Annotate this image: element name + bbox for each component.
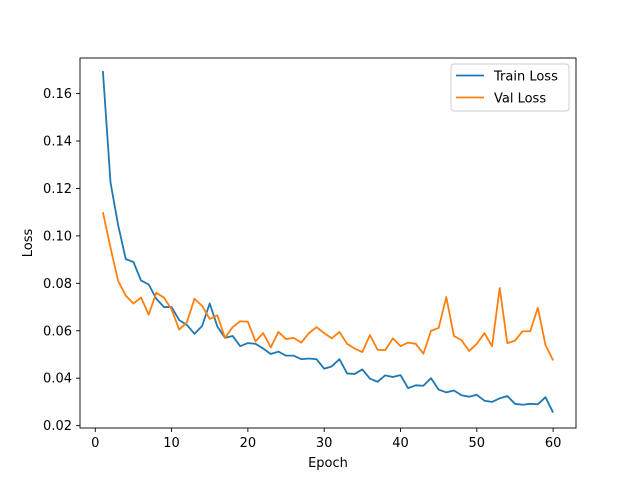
y-tick-label: 0.02 [43,419,72,434]
plot-area-frame [79,57,577,429]
x-tick-label: 10 [163,436,180,451]
y-tick-label: 0.10 [43,229,72,244]
x-tick-label: 30 [316,436,333,451]
series-line-val-loss [102,211,554,361]
legend: Train Loss Val Loss [450,63,570,112]
y-tick-label: 0.08 [43,277,72,292]
y-tick-label: 0.16 [43,87,72,102]
x-tick-label: 40 [392,436,409,451]
y-axis-label: Loss [21,229,36,258]
legend-label-val-loss: Val Loss [494,92,546,107]
series-lines [101,70,554,413]
y-tick-label: 0.06 [43,324,72,339]
series-line-train-loss [101,70,554,413]
x-axis-label: Epoch [308,456,348,471]
x-tick-label: 50 [469,436,486,451]
legend-label-train-loss: Train Loss [493,70,558,85]
x-tick-label: 60 [545,436,562,451]
x-tick-label: 20 [240,436,257,451]
x-tick-label: 0 [91,436,99,451]
axis-ticks: 0 10 20 30 40 50 60 0.02 0.04 0.06 0.08 0.10 0.12 0.1… [43,87,561,451]
y-tick-label: 0.04 [43,372,72,387]
y-tick-label: 0.14 [43,135,72,150]
y-tick-label: 0.12 [43,182,72,197]
